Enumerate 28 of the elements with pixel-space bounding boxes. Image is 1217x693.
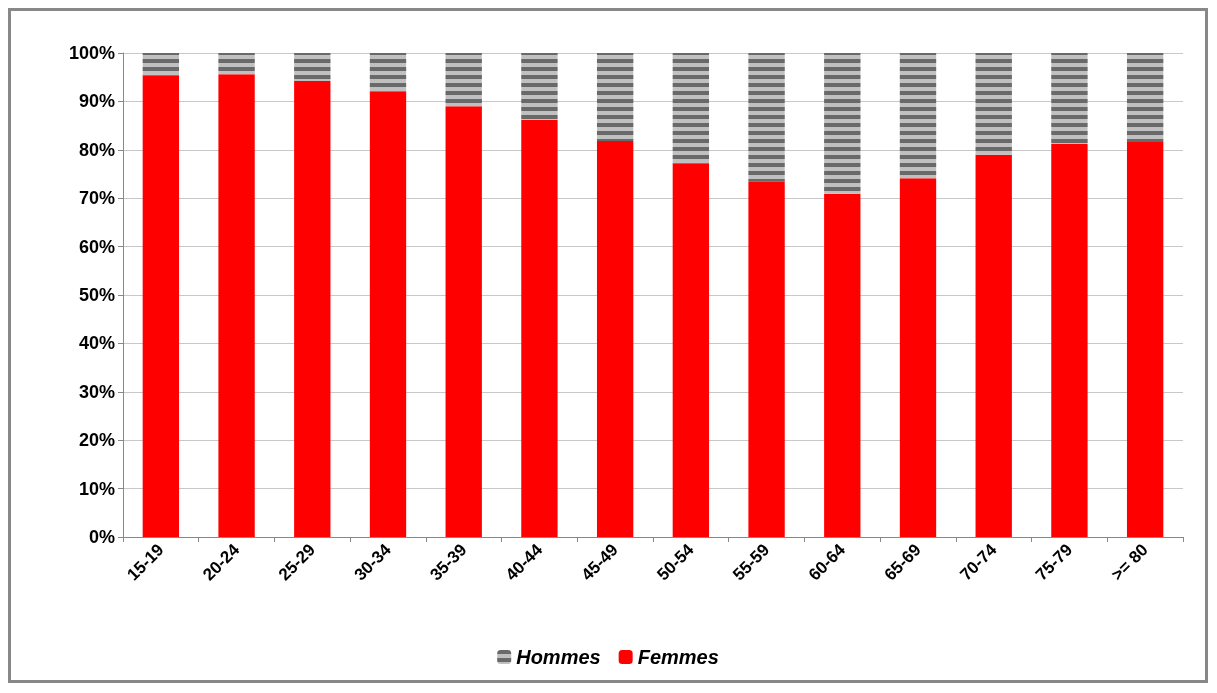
y-tick-label: 10% (78, 478, 115, 499)
bar (824, 193, 861, 537)
bar (294, 81, 331, 537)
y-tick-label: 30% (78, 381, 115, 402)
y-tick-label: 20% (78, 430, 115, 451)
bar (1126, 142, 1164, 537)
bar (672, 163, 710, 537)
bar (142, 75, 180, 537)
bar (748, 181, 785, 537)
bar (218, 74, 255, 537)
bar (975, 154, 1012, 537)
bar (1051, 143, 1088, 537)
bar (596, 141, 634, 537)
bar (521, 119, 558, 537)
y-tick-label: 70% (78, 188, 115, 209)
y-tick-label: 100% (68, 43, 115, 63)
y-tick-label: 0% (88, 527, 115, 547)
legend-label: Hommes (516, 646, 601, 668)
legend-label: Femmes (637, 646, 719, 668)
x-tick-label: >= 80 (1107, 540, 1152, 585)
y-tick-label: 80% (78, 139, 115, 160)
y-tick-label: 90% (78, 91, 115, 112)
y-tick-label: 40% (78, 333, 115, 354)
bar (445, 106, 482, 537)
y-tick-label: 50% (78, 285, 115, 305)
bar (369, 91, 407, 537)
y-tick-label: 60% (78, 236, 115, 257)
bar (899, 178, 937, 537)
